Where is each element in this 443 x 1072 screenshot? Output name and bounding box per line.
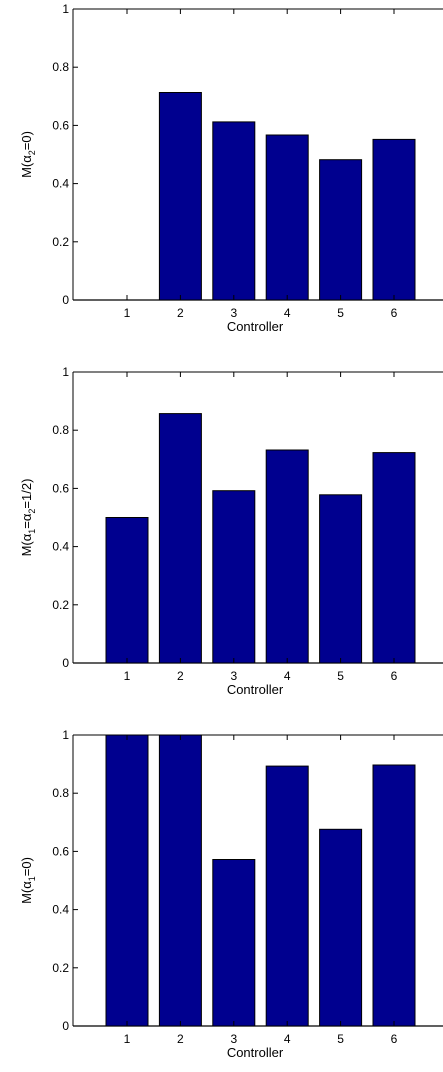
x-tick-label: 2	[177, 306, 184, 320]
chart-panel-1: 1 2 3 4 5 6 0 0.2 0.4 0.6 0.8 1 Controller M(α2=0)	[19, 2, 443, 334]
bar-controller-2	[158, 413, 202, 664]
bar-controller-3	[212, 859, 256, 1027]
x-tick-label: 4	[284, 306, 291, 320]
bar-controller-4	[265, 765, 309, 1027]
x-tick-label: 3	[230, 1032, 237, 1046]
bar-controller-6	[372, 764, 416, 1027]
x-tick-label: 1	[124, 669, 131, 683]
y-tick-label: 0.4	[52, 540, 69, 554]
x-tick-label: 4	[284, 669, 291, 683]
bar-controller-2	[158, 92, 202, 301]
bar-controller-4	[265, 134, 309, 301]
y-tick-label: 0	[62, 1019, 69, 1033]
y-tick-label: 0.6	[52, 844, 69, 858]
x-tick-label: 5	[337, 306, 344, 320]
bar-controller-6	[372, 138, 416, 301]
y-tick-label: 0	[62, 293, 69, 307]
y-tick-label: 0.6	[52, 481, 69, 495]
y-tick-label: 0.8	[52, 60, 69, 74]
y-tick-label: 1	[62, 2, 69, 16]
x-tick-label: 5	[337, 1032, 344, 1046]
chart-panel-2: 1 2 3 4 5 6 0 0.2 0.4 0.6 0.8 1 Controller M(α1=α2=1/…	[19, 365, 443, 697]
y-tick-label: 0.6	[52, 118, 69, 132]
bar-controller-5	[319, 494, 363, 664]
x-tick-label: 2	[177, 669, 184, 683]
y-tick-label: 0	[62, 656, 69, 670]
x-tick-label: 1	[124, 1032, 131, 1046]
x-axis-label: Controller	[227, 319, 284, 334]
x-axis-label: Controller	[227, 682, 284, 697]
x-tick-label: 6	[391, 306, 398, 320]
x-tick-label: 5	[337, 669, 344, 683]
y-tick-label: 0.4	[52, 903, 69, 917]
x-tick-label: 1	[124, 306, 131, 320]
y-tick-label: 0.2	[52, 235, 69, 249]
y-tick-label: 1	[62, 728, 69, 742]
x-tick-label: 3	[230, 306, 237, 320]
bar-controller-2	[158, 734, 202, 1027]
x-tick-label: 6	[391, 669, 398, 683]
bar-controller-3	[212, 121, 256, 301]
y-tick-label: 0.8	[52, 423, 69, 437]
bar-controller-5	[319, 828, 363, 1027]
bar-controller-5	[319, 159, 363, 301]
bar-controller-6	[372, 452, 416, 664]
x-tick-label: 6	[391, 1032, 398, 1046]
bar-controller-3	[212, 490, 256, 664]
y-axis-label: M(α1=0)	[19, 857, 37, 904]
bar-controller-4	[265, 449, 309, 664]
bar-controller-1	[105, 517, 149, 664]
y-tick-label: 1	[62, 365, 69, 379]
y-tick-label: 0.4	[52, 177, 69, 191]
x-axis-label: Controller	[227, 1045, 284, 1060]
y-tick-label: 0.2	[52, 598, 69, 612]
y-tick-label: 0.8	[52, 786, 69, 800]
x-tick-label: 2	[177, 1032, 184, 1046]
y-tick-label: 0.2	[52, 961, 69, 975]
y-axis-label: M(α1=α2=1/2)	[19, 479, 37, 557]
chart-panel-3: 1 2 3 4 5 6 0 0.2 0.4 0.6 0.8 1 Controller M(α1=0)	[19, 728, 443, 1060]
x-tick-label: 3	[230, 669, 237, 683]
bar-controller-1	[105, 734, 149, 1027]
x-tick-label: 4	[284, 1032, 291, 1046]
y-axis-label: M(α2=0)	[19, 131, 37, 178]
